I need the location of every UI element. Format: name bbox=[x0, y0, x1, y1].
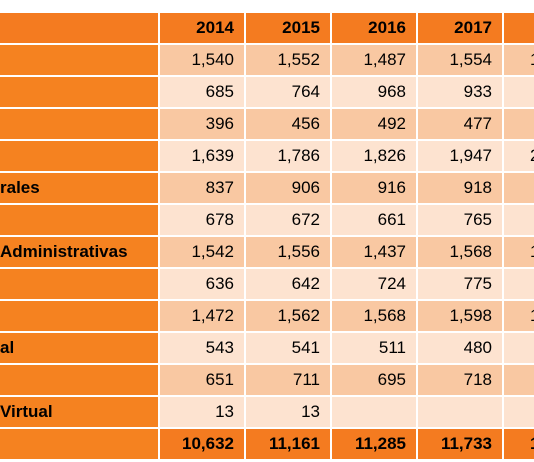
total-cell: 11,733 bbox=[418, 429, 504, 461]
row-label bbox=[0, 205, 160, 237]
data-cell: 906 bbox=[246, 173, 332, 205]
data-cell: 1,540 bbox=[160, 45, 246, 77]
data-cell: 1,552 bbox=[246, 45, 332, 77]
row-label bbox=[0, 301, 160, 333]
data-cell: 492 bbox=[332, 109, 418, 141]
data-cell: 968 bbox=[332, 77, 418, 109]
data-cell: 1,437 bbox=[332, 237, 418, 269]
data-cell bbox=[504, 333, 534, 365]
data-cell: 764 bbox=[246, 77, 332, 109]
total-cell: 10,632 bbox=[160, 429, 246, 461]
data-cell: 724 bbox=[332, 269, 418, 301]
data-cell bbox=[332, 397, 418, 429]
data-cell: 1,562 bbox=[246, 301, 332, 333]
row-label: rales bbox=[0, 173, 160, 205]
row-label bbox=[0, 365, 160, 397]
header-cell bbox=[504, 13, 534, 45]
row-label bbox=[0, 45, 160, 77]
data-cell: 651 bbox=[160, 365, 246, 397]
data-cell bbox=[504, 365, 534, 397]
row-label: al bbox=[0, 333, 160, 365]
data-cell: 541 bbox=[246, 333, 332, 365]
data-cell bbox=[504, 173, 534, 205]
header-cell: 2015 bbox=[246, 13, 332, 45]
total-cell: 12 bbox=[504, 429, 534, 461]
data-cell: 1,472 bbox=[160, 301, 246, 333]
data-cell: 661 bbox=[332, 205, 418, 237]
data-cell: 477 bbox=[418, 109, 504, 141]
data-cell: 13 bbox=[246, 397, 332, 429]
data-cell: 672 bbox=[246, 205, 332, 237]
data-cell: 511 bbox=[332, 333, 418, 365]
row-label bbox=[0, 141, 160, 173]
data-cell: 1,542 bbox=[160, 237, 246, 269]
data-cell bbox=[418, 397, 504, 429]
data-cell: 1 bbox=[504, 301, 534, 333]
data-cell: 480 bbox=[418, 333, 504, 365]
row-label: Virtual bbox=[0, 397, 160, 429]
data-cell bbox=[504, 109, 534, 141]
data-cell: 916 bbox=[332, 173, 418, 205]
data-cell: 1,598 bbox=[418, 301, 504, 333]
row-label: Administrativas bbox=[0, 237, 160, 269]
data-cell: 775 bbox=[418, 269, 504, 301]
data-cell bbox=[504, 77, 534, 109]
data-cell: 636 bbox=[160, 269, 246, 301]
header-cell bbox=[0, 13, 160, 45]
data-cell: 1 bbox=[504, 237, 534, 269]
data-cell: 685 bbox=[160, 77, 246, 109]
data-cell: 1 bbox=[504, 45, 534, 77]
data-cell: 1,826 bbox=[332, 141, 418, 173]
data-cell: 13 bbox=[160, 397, 246, 429]
data-cell: 837 bbox=[160, 173, 246, 205]
data-cell bbox=[504, 269, 534, 301]
data-cell: 678 bbox=[160, 205, 246, 237]
data-cell: 718 bbox=[418, 365, 504, 397]
data-cell: 1,639 bbox=[160, 141, 246, 173]
row-label bbox=[0, 109, 160, 141]
data-cell: 711 bbox=[246, 365, 332, 397]
data-cell: 1,554 bbox=[418, 45, 504, 77]
data-cell: 933 bbox=[418, 77, 504, 109]
data-cell: 765 bbox=[418, 205, 504, 237]
data-cell: 396 bbox=[160, 109, 246, 141]
data-cell: 543 bbox=[160, 333, 246, 365]
header-cell: 2016 bbox=[332, 13, 418, 45]
data-cell: 2 bbox=[504, 141, 534, 173]
total-cell: 11,161 bbox=[246, 429, 332, 461]
data-cell: 1,568 bbox=[332, 301, 418, 333]
data-cell bbox=[504, 397, 534, 429]
total-cell: 11,285 bbox=[332, 429, 418, 461]
row-label bbox=[0, 77, 160, 109]
data-cell: 1,786 bbox=[246, 141, 332, 173]
data-cell: 1,568 bbox=[418, 237, 504, 269]
header-cell: 2014 bbox=[160, 13, 246, 45]
row-label bbox=[0, 429, 160, 461]
data-cell: 1,487 bbox=[332, 45, 418, 77]
data-cell: 1,556 bbox=[246, 237, 332, 269]
data-cell: 1,947 bbox=[418, 141, 504, 173]
data-cell: 695 bbox=[332, 365, 418, 397]
data-cell: 456 bbox=[246, 109, 332, 141]
data-cell bbox=[504, 205, 534, 237]
row-label bbox=[0, 269, 160, 301]
header-cell: 2017 bbox=[418, 13, 504, 45]
data-cell: 642 bbox=[246, 269, 332, 301]
data-cell: 918 bbox=[418, 173, 504, 205]
